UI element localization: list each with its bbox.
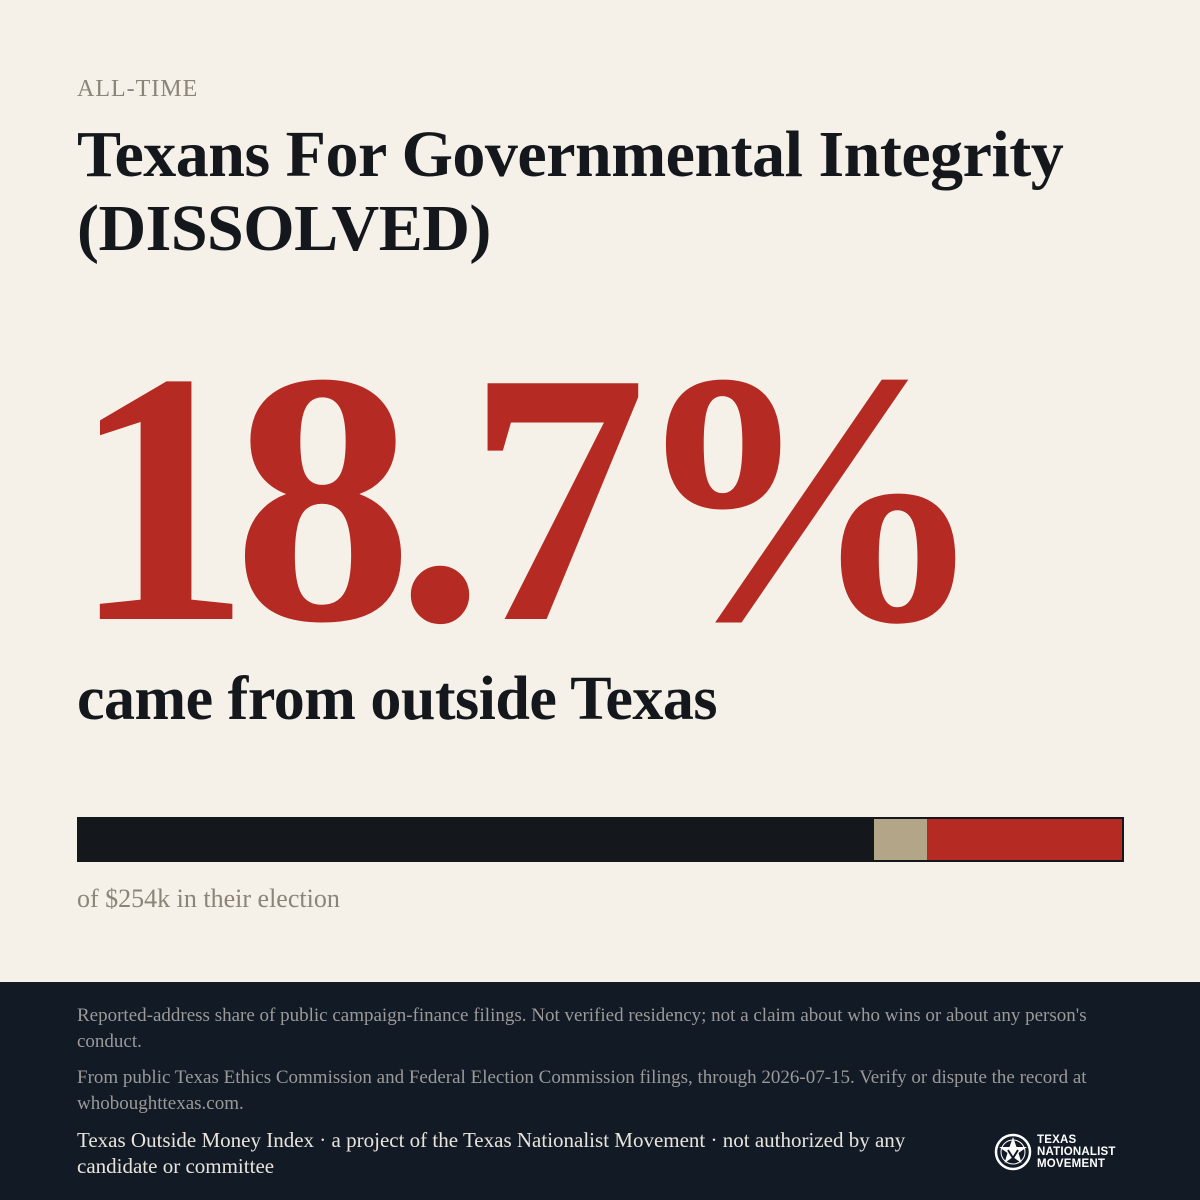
- logo-line-3: MOVEMENT: [1037, 1158, 1106, 1170]
- tnm-logo: TEXAS NATIONALIST MOVEMENT: [993, 1130, 1133, 1174]
- committee-title: Texans For Governmental Integrity (DISSO…: [77, 118, 1064, 265]
- logo-line-2: NATIONALIST: [1037, 1146, 1116, 1158]
- source-text: From public Texas Ethics Commission and …: [77, 1067, 1087, 1114]
- timeframe-label: ALL-TIME: [77, 76, 199, 102]
- star-emblem-icon: [994, 1133, 1032, 1171]
- logo-wordmark: TEXAS NATIONALIST MOVEMENT: [1037, 1134, 1116, 1170]
- bar-segment-unknown: [873, 819, 927, 860]
- disclaimer-text: Reported-address share of public campaig…: [77, 1005, 1087, 1052]
- footer: Reported-address share of public campaig…: [0, 982, 1200, 1200]
- headline-subtitle: came from outside Texas: [77, 665, 718, 733]
- bar-segment-in-texas: [79, 819, 874, 860]
- bar-segment-outside-texas: [926, 819, 1122, 860]
- logo-line-1: TEXAS: [1037, 1134, 1077, 1146]
- outside-percent: 18.7%: [71, 298, 989, 697]
- credit-text: Texas Outside Money Index · a project of…: [77, 1128, 906, 1178]
- total-caption: of $254k in their election: [77, 884, 340, 913]
- share-bar: [77, 817, 1124, 862]
